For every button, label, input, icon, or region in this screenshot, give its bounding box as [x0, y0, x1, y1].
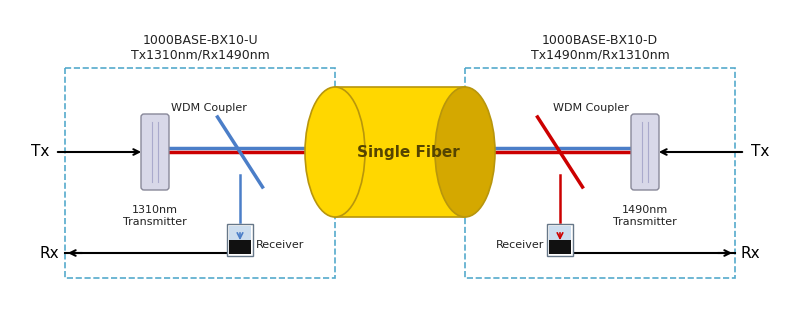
Text: WDM Coupler: WDM Coupler — [171, 103, 247, 113]
Bar — [465, 68, 735, 278]
Text: Tx: Tx — [30, 145, 49, 160]
Bar — [65, 68, 335, 278]
Bar — [335, 87, 465, 217]
Bar — [547, 224, 573, 256]
Bar — [549, 226, 571, 240]
Bar — [549, 240, 571, 254]
Text: Receiver: Receiver — [496, 240, 544, 250]
Bar — [227, 224, 253, 256]
Bar — [229, 226, 251, 240]
Text: Rx: Rx — [741, 245, 761, 261]
Text: 1310nm
Transmitter: 1310nm Transmitter — [123, 205, 187, 226]
Ellipse shape — [305, 87, 365, 217]
FancyBboxPatch shape — [631, 114, 659, 190]
Text: Rx: Rx — [39, 245, 59, 261]
Text: WDM Coupler: WDM Coupler — [553, 103, 629, 113]
Text: 1000BASE-BX10-D
Tx1490nm/Rx1310nm: 1000BASE-BX10-D Tx1490nm/Rx1310nm — [530, 34, 670, 62]
Ellipse shape — [435, 87, 495, 217]
Text: 1490nm
Transmitter: 1490nm Transmitter — [613, 205, 677, 226]
Text: Single Fiber: Single Fiber — [357, 145, 459, 160]
Text: Tx: Tx — [751, 145, 770, 160]
Bar — [229, 240, 251, 254]
FancyBboxPatch shape — [141, 114, 169, 190]
Text: Receiver: Receiver — [256, 240, 304, 250]
Text: 1000BASE-BX10-U
Tx1310nm/Rx1490nm: 1000BASE-BX10-U Tx1310nm/Rx1490nm — [130, 34, 270, 62]
